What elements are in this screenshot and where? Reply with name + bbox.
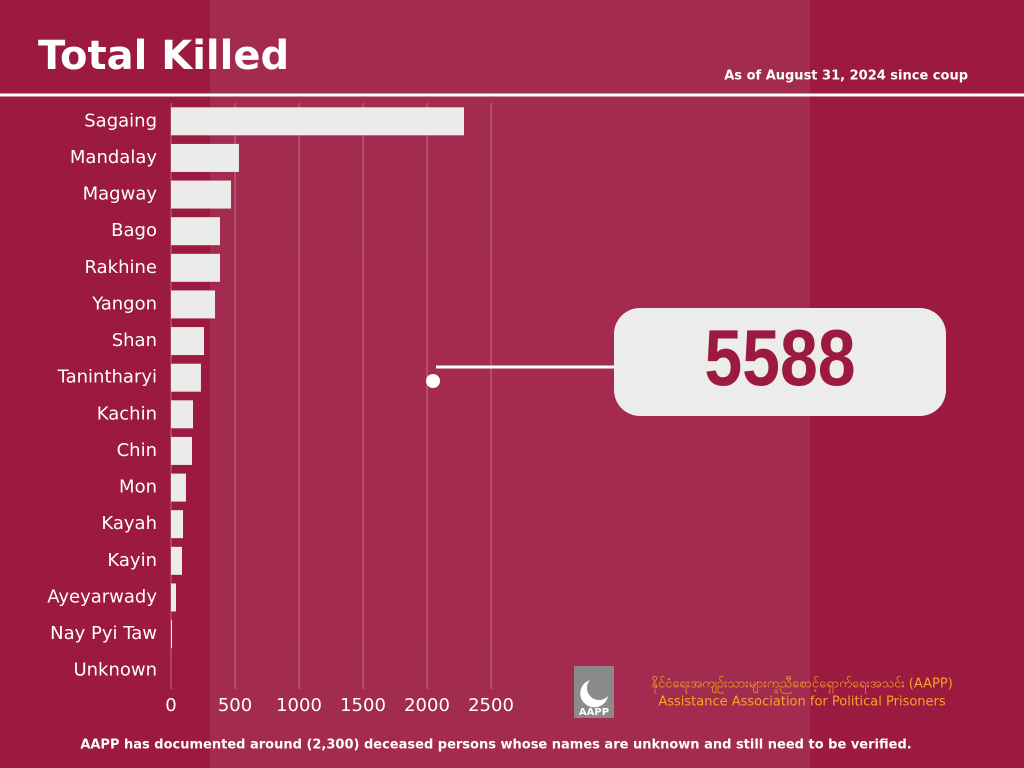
bar: [171, 583, 176, 612]
footnote: AAPP has documented around (2,300) decea…: [80, 738, 911, 753]
y-tick-label: Yangon: [91, 293, 157, 314]
y-tick-label: Sagaing: [84, 110, 157, 131]
y-tick-label: Magway: [83, 184, 158, 205]
y-tick-label: Kayin: [107, 550, 157, 571]
bar: [171, 290, 216, 319]
y-tick-label: Chin: [117, 440, 157, 461]
callout-dot: [426, 374, 440, 388]
y-tick-label: Mandalay: [70, 147, 157, 168]
bar: [171, 107, 464, 136]
bar: [171, 510, 184, 539]
bar: [171, 327, 205, 356]
callout-box: [614, 308, 946, 416]
y-tick-label: Bago: [111, 220, 157, 241]
x-tick-label: 1000: [276, 695, 322, 716]
watermark-bars: [268, 288, 542, 622]
bar: [171, 546, 183, 575]
y-tick-label: Kayah: [101, 513, 157, 534]
chart-subtitle: As of August 31, 2024 since coup: [724, 69, 968, 84]
plot-area: 0 500 1000 1500 2000 2500 Sagaing Mandalay Magwa…: [47, 103, 514, 716]
x-tick-label: 500: [218, 695, 252, 716]
bar: [171, 620, 173, 649]
chart-title: Total Killed: [38, 33, 289, 79]
x-tick-label: 0: [165, 695, 176, 716]
y-tick-label: Unknown: [73, 660, 157, 681]
logo-text: AAPP: [579, 707, 609, 718]
bar: [171, 143, 239, 172]
bar: [171, 473, 186, 502]
y-tick-label: Nay Pyi Taw: [50, 623, 157, 644]
y-tick-label: Kachin: [97, 403, 157, 424]
org-name-english: Assistance Association for Political Pri…: [658, 695, 946, 710]
x-tick-label: 1500: [340, 695, 386, 716]
bar: [171, 400, 194, 429]
x-tick-label: 2000: [404, 695, 450, 716]
y-tick-label: Rakhine: [85, 257, 157, 278]
bar: [171, 217, 221, 246]
logo-mark: [580, 680, 608, 708]
y-tick-label: Tanintharyi: [57, 367, 157, 388]
bar: [171, 436, 192, 465]
x-tick-label: 2500: [468, 695, 514, 716]
bar: [171, 363, 201, 392]
bar: [171, 253, 221, 282]
org-name-burmese: နိုင်ငံရေးအကျဉ်းသားများကူညီစောင့်ရှောက်ရ…: [651, 676, 953, 694]
y-tick-label: Shan: [112, 330, 157, 351]
callout-total: 5588: [704, 313, 855, 402]
y-tick-label: Ayeyarwady: [47, 586, 157, 607]
bar: [171, 180, 232, 209]
y-tick-label: Mon: [119, 477, 157, 498]
